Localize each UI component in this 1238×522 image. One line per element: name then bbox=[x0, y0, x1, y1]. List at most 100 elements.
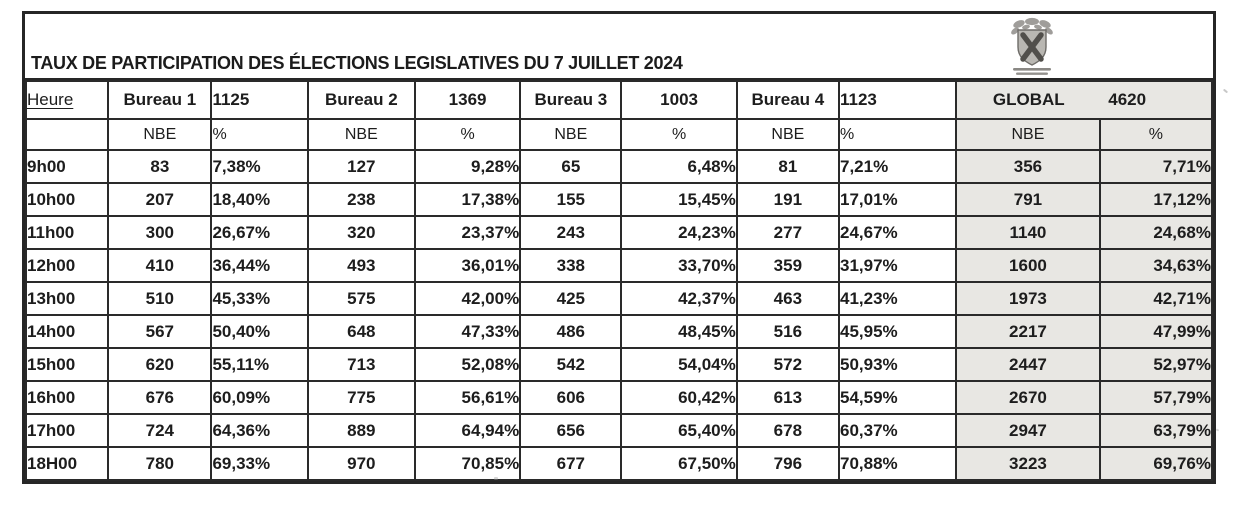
hour-cell: 11h00 bbox=[24, 215, 110, 250]
bureau-3-nbe-cell: 486 bbox=[519, 314, 623, 349]
bureau-4-nbe-cell: 359 bbox=[735, 248, 840, 283]
bureau-3-pct-cell: 33,70% bbox=[620, 248, 738, 283]
header-row: Heure Bureau 1 1125 Bureau 2 1369 Bureau… bbox=[24, 80, 1213, 120]
bureau-1-nbe-cell: 510 bbox=[107, 281, 213, 316]
global-pct-cell: 17,12% bbox=[1098, 182, 1214, 217]
pct-label: % bbox=[210, 118, 309, 151]
bureau-4-nbe-cell: 796 bbox=[735, 446, 840, 481]
bureau-3-nbe-cell: 155 bbox=[519, 182, 623, 217]
bureau-4-pct-cell: 7,21% bbox=[837, 149, 958, 184]
nbe-label: NBE bbox=[519, 118, 623, 151]
bureau-3-registered: 1003 bbox=[620, 80, 738, 120]
bureau-2-nbe-cell: 648 bbox=[306, 314, 416, 349]
global-pct-label: % bbox=[1098, 118, 1214, 151]
bureau-3-header: Bureau 3 bbox=[519, 80, 623, 120]
bureau-1-nbe-cell: 567 bbox=[107, 314, 213, 349]
bureau-1-nbe-cell: 724 bbox=[107, 413, 213, 448]
scan-speckle bbox=[1222, 88, 1229, 94]
title-band: TAUX DE PARTICIPATION DES ÉLECTIONS LEGI… bbox=[25, 14, 1213, 80]
bureau-3-pct-cell: 24,23% bbox=[620, 215, 738, 250]
bureau-3-pct-cell: 67,50% bbox=[620, 446, 738, 481]
global-nbe-cell: 3223 bbox=[955, 446, 1101, 481]
hour-cell: 13h00 bbox=[24, 281, 110, 316]
global-nbe-cell: 2217 bbox=[955, 314, 1101, 349]
bureau-4-pct-cell: 50,93% bbox=[837, 347, 958, 382]
global-nbe-label: NBE bbox=[955, 118, 1101, 151]
nbe-label: NBE bbox=[107, 118, 213, 151]
bureau-1-pct-cell: 26,67% bbox=[210, 215, 309, 250]
bureau-4-pct-cell: 31,97% bbox=[837, 248, 958, 283]
global-nbe-cell: 2447 bbox=[955, 347, 1101, 382]
bureau-1-nbe-cell: 300 bbox=[107, 215, 213, 250]
bureau-2-pct-cell: 9,28% bbox=[413, 149, 522, 184]
bureau-3-nbe-cell: 425 bbox=[519, 281, 623, 316]
bureau-3-pct-cell: 54,04% bbox=[620, 347, 738, 382]
table-row: 10h00 207 18,40% 238 17,38% 155 15,45% 1… bbox=[24, 182, 1214, 217]
bureau-4-nbe-cell: 463 bbox=[735, 281, 840, 316]
bureau-2-nbe-cell: 238 bbox=[306, 182, 416, 217]
bureau-1-pct-cell: 64,36% bbox=[210, 413, 309, 448]
global-pct-cell: 42,71% bbox=[1098, 281, 1214, 316]
bureau-4-pct-cell: 54,59% bbox=[837, 380, 958, 415]
bureau-2-pct-cell: 42,00% bbox=[413, 281, 522, 316]
bureau-3-pct-cell: 60,42% bbox=[620, 380, 738, 415]
pct-label: % bbox=[413, 118, 522, 151]
scan-speckle bbox=[1215, 428, 1220, 432]
bureau-1-pct-cell: 45,33% bbox=[210, 281, 309, 316]
hour-cell: 9h00 bbox=[24, 149, 110, 184]
bureau-3-nbe-cell: 65 bbox=[519, 149, 623, 184]
pct-label: % bbox=[837, 118, 958, 151]
bureau-1-pct-cell: 7,38% bbox=[210, 149, 309, 184]
bureau-4-nbe-cell: 678 bbox=[735, 413, 840, 448]
global-nbe-cell: 1600 bbox=[955, 248, 1101, 283]
subheader-row: NBE % NBE % NBE % NBE % NBE % bbox=[24, 118, 1214, 151]
heure-header: Heure bbox=[24, 80, 110, 120]
table-row: 12h00 410 36,44% 493 36,01% 338 33,70% 3… bbox=[24, 248, 1214, 283]
bureau-3-pct-cell: 65,40% bbox=[620, 413, 738, 448]
bureau-2-nbe-cell: 320 bbox=[306, 215, 416, 250]
global-pct-cell: 69,76% bbox=[1098, 446, 1214, 481]
bureau-4-pct-cell: 17,01% bbox=[837, 182, 958, 217]
global-pct-cell: 63,79% bbox=[1098, 413, 1214, 448]
bureau-1-nbe-cell: 780 bbox=[107, 446, 213, 481]
bureau-1-registered: 1125 bbox=[210, 80, 309, 120]
bureau-2-pct-cell: 56,61% bbox=[413, 380, 522, 415]
hour-cell: 14h00 bbox=[24, 314, 110, 349]
bureau-2-pct-cell: 64,94% bbox=[413, 413, 522, 448]
global-nbe-cell: 2947 bbox=[955, 413, 1101, 448]
hour-cell: 16h00 bbox=[24, 380, 110, 415]
bureau-2-nbe-cell: 889 bbox=[306, 413, 416, 448]
hour-cell: 17h00 bbox=[24, 413, 110, 448]
bureau-1-nbe-cell: 620 bbox=[107, 347, 213, 382]
global-pct-cell: 24,68% bbox=[1098, 215, 1214, 250]
bureau-1-pct-cell: 60,09% bbox=[210, 380, 309, 415]
hour-cell: 15h00 bbox=[24, 347, 110, 382]
bureau-4-pct-cell: 60,37% bbox=[837, 413, 958, 448]
table-row: 15h00 620 55,11% 713 52,08% 542 54,04% 5… bbox=[24, 347, 1214, 382]
bureau-3-nbe-cell: 542 bbox=[519, 347, 623, 382]
bureau-1-pct-cell: 36,44% bbox=[210, 248, 309, 283]
bureau-3-nbe-cell: 656 bbox=[519, 413, 623, 448]
bureau-1-pct-cell: 69,33% bbox=[210, 446, 309, 481]
global-registered: 4620 bbox=[1108, 90, 1147, 109]
bureau-1-nbe-cell: 207 bbox=[107, 182, 213, 217]
global-nbe-cell: 791 bbox=[955, 182, 1101, 217]
global-label: GLOBAL bbox=[992, 90, 1065, 109]
participation-table-document: TAUX DE PARTICIPATION DES ÉLECTIONS LEGI… bbox=[22, 11, 1216, 484]
participation-table: Heure Bureau 1 1125 Bureau 2 1369 Bureau… bbox=[24, 80, 1214, 481]
scan-speckle bbox=[494, 477, 498, 480]
global-pct-cell: 7,71% bbox=[1098, 149, 1214, 184]
bureau-1-nbe-cell: 83 bbox=[107, 149, 213, 184]
bureau-3-pct-cell: 48,45% bbox=[620, 314, 738, 349]
global-nbe-cell: 2670 bbox=[955, 380, 1101, 415]
bureau-3-pct-cell: 42,37% bbox=[620, 281, 738, 316]
bureau-3-nbe-cell: 677 bbox=[519, 446, 623, 481]
bureau-4-pct-cell: 41,23% bbox=[837, 281, 958, 316]
table-row: 17h00 724 64,36% 889 64,94% 656 65,40% 6… bbox=[24, 413, 1214, 448]
bureau-2-header: Bureau 2 bbox=[306, 80, 416, 120]
global-pct-cell: 47,99% bbox=[1098, 314, 1214, 349]
bureau-3-nbe-cell: 243 bbox=[519, 215, 623, 250]
bureau-4-nbe-cell: 572 bbox=[735, 347, 840, 382]
global-pct-cell: 34,63% bbox=[1098, 248, 1214, 283]
